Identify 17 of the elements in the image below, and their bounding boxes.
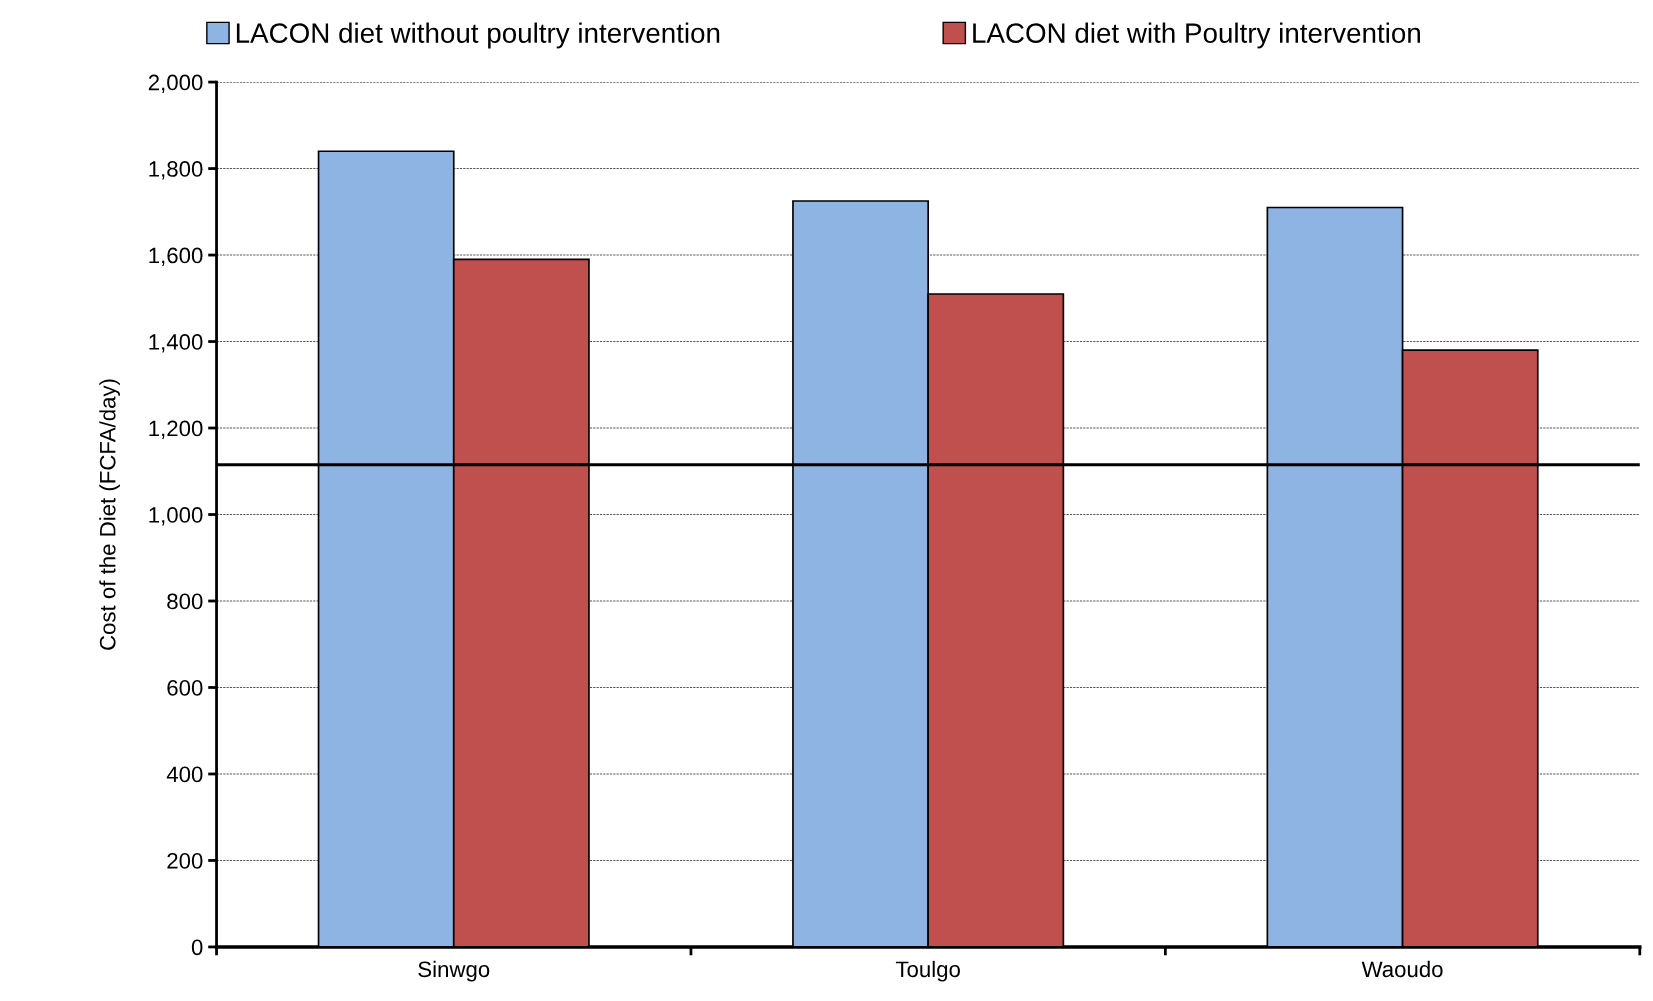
y-tick-label: 400: [166, 766, 203, 783]
y-axis-title: Cost of the Diet (FCFA/day): [99, 379, 120, 650]
y-tick-label: 1,400: [149, 334, 203, 353]
y-tick-label: 800: [167, 593, 203, 610]
y-tick-label: 1,600: [149, 247, 203, 266]
y-tick-label: 2,000: [148, 74, 203, 93]
x-tick-label: Sinwgo: [418, 960, 490, 982]
x-tick-label: Toulgo: [895, 960, 960, 982]
x-tick-label: Waoudo: [1361, 960, 1443, 978]
y-tick-label: 0: [191, 939, 203, 956]
y-tick-label: 200: [167, 852, 203, 869]
y-tick-label: 1,200: [149, 420, 203, 439]
legend-label: LACON diet without poultry intervention: [236, 22, 720, 49]
y-tick-label: 1,000: [149, 507, 203, 526]
y-tick-label: 600: [167, 680, 203, 696]
legend-label: LACON diet with Poultry intervention: [973, 22, 1420, 49]
y-tick-label: 1,800: [149, 161, 203, 180]
